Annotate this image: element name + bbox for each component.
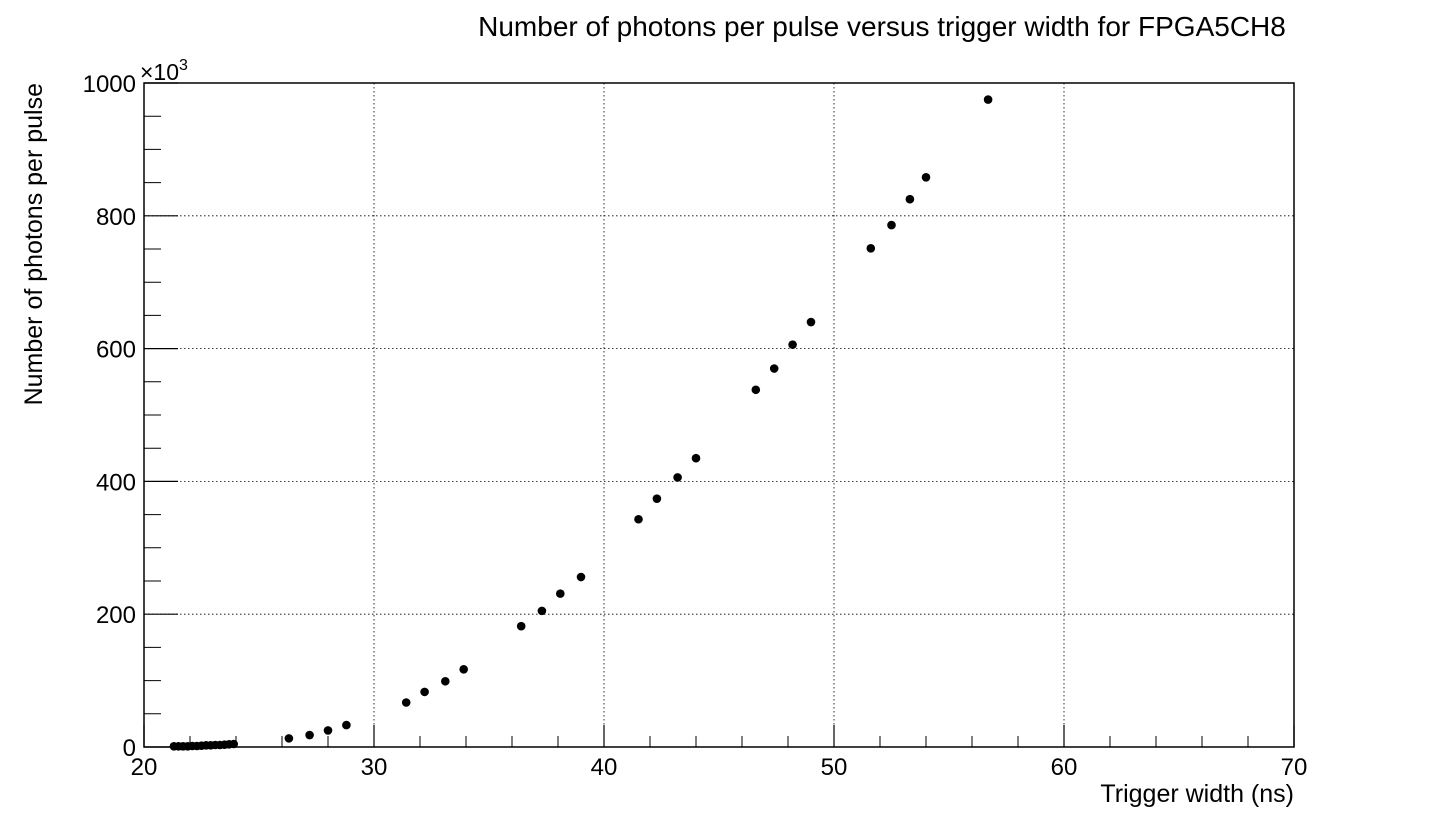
data-point xyxy=(751,385,761,395)
x-tick-label: 20 xyxy=(131,754,158,781)
y-multiplier-base: ×10 xyxy=(140,59,179,85)
data-point xyxy=(556,589,565,598)
y-tick-label: 800 xyxy=(96,204,136,231)
data-point xyxy=(806,317,816,327)
x-tick-label: 30 xyxy=(361,754,388,781)
data-point xyxy=(342,720,351,730)
data-point xyxy=(537,606,547,616)
data-point xyxy=(866,244,876,253)
y-tick-label: 200 xyxy=(96,602,136,629)
x-tick-label: 70 xyxy=(1281,754,1308,781)
data-points xyxy=(169,95,993,751)
plot-frame xyxy=(143,82,1295,748)
y-tick-label: 600 xyxy=(96,337,136,364)
grid-lines xyxy=(144,83,1294,747)
data-point xyxy=(401,698,411,707)
data-point xyxy=(516,621,526,631)
data-point xyxy=(691,453,701,463)
data-point xyxy=(673,473,682,482)
data-point xyxy=(634,514,643,524)
data-point xyxy=(441,676,450,686)
data-point xyxy=(983,95,993,104)
y-tick-label: 0 xyxy=(123,735,136,762)
data-point xyxy=(905,194,915,204)
x-axis-label: Trigger width (ns) xyxy=(1100,780,1294,808)
data-point xyxy=(284,734,294,743)
x-tick-label: 40 xyxy=(591,754,618,781)
x-tick-label: 50 xyxy=(821,754,848,781)
data-point xyxy=(305,730,314,740)
data-point xyxy=(788,340,797,349)
tick-labels: 20 30 40 50 60 70 0 200 400 600 800 1000 xyxy=(83,71,1308,781)
data-point xyxy=(921,172,931,182)
data-point xyxy=(769,364,779,373)
data-point xyxy=(887,220,896,230)
data-point xyxy=(576,572,586,582)
y-axis-label: Number of photons per pulse xyxy=(20,83,48,405)
data-point xyxy=(229,739,238,749)
x-tick-label: 60 xyxy=(1051,754,1078,781)
y-tick-label: 1000 xyxy=(83,71,136,98)
data-point xyxy=(323,726,333,735)
data-point xyxy=(459,665,469,674)
data-point xyxy=(420,687,429,697)
y-tick-label: 400 xyxy=(96,469,136,496)
chart-title: Number of photons per pulse versus trigg… xyxy=(478,11,1286,42)
y-multiplier-exponent: 3 xyxy=(179,57,188,74)
y-multiplier-label: ×103 xyxy=(140,57,188,85)
data-point xyxy=(652,494,662,503)
